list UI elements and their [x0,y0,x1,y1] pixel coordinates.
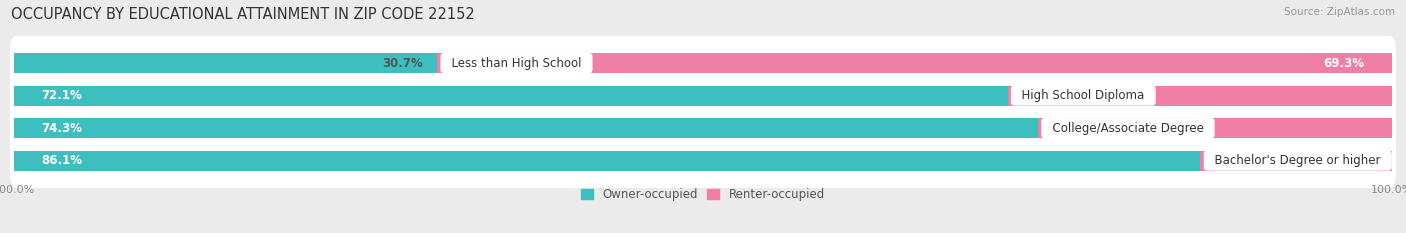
Text: 86.1%: 86.1% [42,154,83,167]
Bar [1008,86,1392,106]
Text: Source: ZipAtlas.com: Source: ZipAtlas.com [1284,7,1395,17]
FancyBboxPatch shape [10,68,1396,123]
Text: Less than High School: Less than High School [444,57,589,70]
Text: 74.3%: 74.3% [42,122,83,135]
Text: 30.7%: 30.7% [382,57,423,70]
Text: Bachelor's Degree or higher: Bachelor's Degree or higher [1208,154,1388,167]
Text: 72.1%: 72.1% [42,89,83,102]
Text: 69.3%: 69.3% [1323,57,1364,70]
Text: OCCUPANCY BY EDUCATIONAL ATTAINMENT IN ZIP CODE 22152: OCCUPANCY BY EDUCATIONAL ATTAINMENT IN Z… [11,7,475,22]
FancyBboxPatch shape [10,101,1396,155]
Bar [1038,118,1392,138]
Legend: Owner-occupied, Renter-occupied: Owner-occupied, Renter-occupied [581,188,825,201]
Bar [14,151,1201,171]
Bar [437,53,1392,73]
Bar [14,86,1008,106]
FancyBboxPatch shape [10,36,1396,90]
Text: College/Associate Degree: College/Associate Degree [1045,122,1211,135]
Bar [1201,151,1392,171]
Bar [14,53,437,73]
FancyBboxPatch shape [10,133,1396,188]
Text: High School Diploma: High School Diploma [1014,89,1152,102]
Bar [14,118,1038,138]
